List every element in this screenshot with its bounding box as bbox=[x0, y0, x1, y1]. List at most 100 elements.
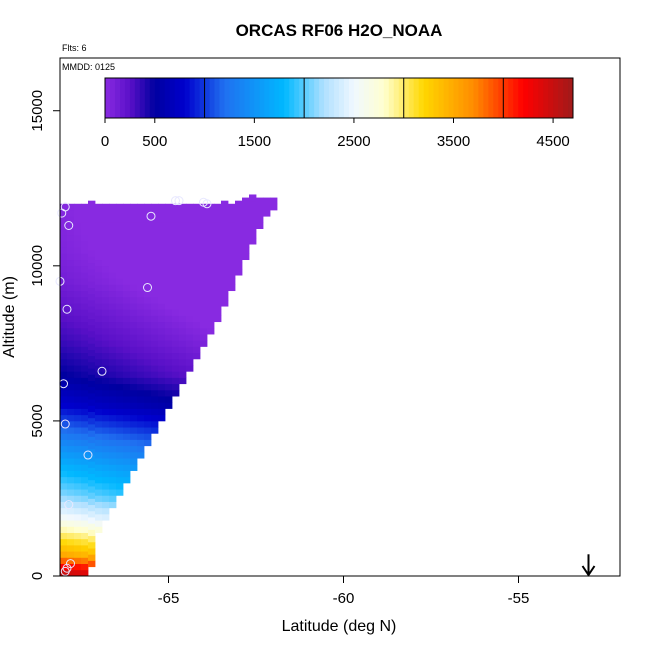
colorbar-segment bbox=[353, 78, 360, 118]
colorbar-segment bbox=[508, 78, 514, 118]
heatmap-cell bbox=[130, 209, 138, 217]
heatmap-cell bbox=[214, 315, 222, 323]
heatmap-cell bbox=[116, 321, 124, 329]
heatmap-cell bbox=[242, 241, 250, 248]
heatmap-cell bbox=[88, 486, 96, 493]
heatmap-cell bbox=[74, 489, 82, 496]
flight-points bbox=[55, 196, 212, 576]
heatmap-cell bbox=[221, 231, 229, 239]
heatmap-cell bbox=[158, 402, 166, 409]
colorbar-segment bbox=[299, 78, 305, 118]
heatmap-cell bbox=[67, 520, 75, 527]
flight-point bbox=[97, 366, 107, 376]
heatmap-cell bbox=[123, 389, 131, 397]
heatmap-cell bbox=[60, 203, 68, 211]
heatmap-cell bbox=[74, 358, 82, 366]
heatmap-cell bbox=[95, 315, 103, 323]
heatmap-cell bbox=[235, 206, 243, 214]
heatmap-cell bbox=[95, 284, 103, 292]
heatmap-cell bbox=[151, 265, 159, 273]
colorbar-segment bbox=[174, 78, 181, 118]
heatmap-cell bbox=[116, 290, 124, 298]
heatmap-cell bbox=[109, 216, 117, 223]
heatmap-cell bbox=[179, 352, 187, 360]
heatmap-cell bbox=[221, 213, 229, 220]
heatmap-cell bbox=[123, 228, 131, 236]
heatmap-cell bbox=[109, 383, 117, 391]
heatmap-cell bbox=[60, 377, 68, 385]
heatmap-cell bbox=[144, 272, 152, 279]
heatmap-cell bbox=[67, 303, 75, 310]
heatmap-cell bbox=[200, 216, 208, 223]
heatmap-cell bbox=[102, 265, 110, 273]
heatmap-cell bbox=[102, 408, 110, 416]
heatmap-cell bbox=[74, 346, 82, 354]
heatmap-cell bbox=[172, 365, 180, 372]
heatmap-cell bbox=[144, 365, 152, 372]
heatmap-cell bbox=[95, 513, 103, 521]
colorbar-segment bbox=[309, 78, 315, 118]
heatmap-cell bbox=[200, 259, 208, 267]
heatmap-cell bbox=[109, 334, 117, 341]
colorbar-segment bbox=[105, 78, 111, 118]
heatmap-cell bbox=[207, 216, 215, 223]
heatmap-cell bbox=[95, 439, 103, 447]
heatmap-cell bbox=[158, 290, 166, 298]
plot-frame bbox=[59, 57, 621, 577]
heatmap-cell bbox=[179, 247, 187, 254]
heatmap-cell bbox=[165, 303, 173, 310]
heatmap-cell bbox=[158, 284, 166, 292]
heatmap-cell bbox=[165, 290, 173, 298]
heatmap-cell bbox=[123, 259, 131, 267]
heatmap-cell bbox=[263, 209, 271, 217]
heatmap-cell bbox=[165, 209, 173, 217]
heatmap-cell bbox=[130, 259, 138, 267]
heatmap-cell bbox=[109, 371, 117, 378]
heatmap-cell bbox=[242, 234, 250, 242]
heatmap-cell bbox=[95, 253, 103, 261]
heatmap-cell bbox=[102, 383, 110, 391]
heatmap-cell bbox=[74, 427, 82, 434]
heatmap-cell bbox=[158, 272, 166, 279]
heatmap-cell bbox=[158, 247, 166, 254]
heatmap-cell bbox=[200, 241, 208, 248]
heatmap-cell bbox=[144, 309, 152, 316]
heatmap-cell bbox=[144, 383, 152, 391]
heatmap-cell bbox=[193, 346, 201, 354]
heatmap-cell bbox=[228, 247, 236, 254]
heatmap-cell bbox=[123, 209, 131, 217]
heatmap-cell bbox=[137, 259, 145, 267]
heatmap-cell bbox=[256, 203, 264, 211]
heatmap-cell bbox=[123, 445, 131, 453]
heatmap-cell bbox=[74, 234, 82, 242]
heatmap-cell bbox=[81, 241, 89, 248]
heatmap-cell bbox=[193, 203, 201, 211]
heatmap-cell bbox=[207, 296, 215, 304]
heatmap-cell bbox=[102, 476, 110, 484]
heatmap-cell bbox=[88, 523, 96, 530]
heatmap-cell bbox=[109, 402, 117, 409]
heatmap-cell bbox=[137, 296, 145, 304]
heatmap-cell bbox=[214, 203, 222, 211]
heatmap-cell bbox=[60, 216, 68, 223]
heatmap-cell bbox=[60, 495, 68, 502]
heatmap-cell bbox=[172, 203, 180, 211]
heatmap-cell bbox=[109, 234, 117, 242]
y-axis: 0 5000 10000 15000 bbox=[29, 90, 60, 580]
heatmap-cell bbox=[95, 445, 103, 453]
heatmap-cell bbox=[207, 247, 215, 254]
heatmap-cell bbox=[165, 358, 173, 366]
colorbar-segment bbox=[314, 78, 320, 118]
heatmap-cell bbox=[88, 541, 96, 549]
heatmap-cell bbox=[200, 284, 208, 292]
heatmap-cell bbox=[95, 451, 103, 459]
heatmap-cell bbox=[95, 358, 103, 366]
heatmap-cell bbox=[137, 209, 145, 217]
heatmap-cell bbox=[130, 321, 138, 329]
heatmap-cell bbox=[200, 315, 208, 323]
heatmap-cell bbox=[102, 451, 110, 459]
heatmap-cell bbox=[228, 253, 236, 261]
heatmap-cell bbox=[67, 296, 75, 304]
heatmap-cell bbox=[235, 225, 243, 233]
colorbar-segment bbox=[488, 78, 494, 118]
